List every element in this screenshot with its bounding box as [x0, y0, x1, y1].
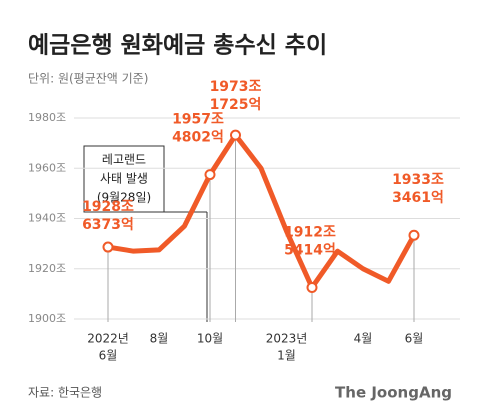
x-tick-label: 2022년 [87, 332, 129, 346]
x-tick-label: 8월 [150, 332, 169, 346]
x-tick-label: 6월 [405, 332, 424, 346]
value-label: 1725억 [210, 97, 262, 113]
point [230, 129, 241, 141]
x-tick-label: 6월 [99, 349, 118, 363]
y-tick-label: 1900조 [28, 312, 66, 325]
annotation-text: (9월28일) [97, 191, 151, 205]
annotation-box [83, 145, 165, 213]
point [408, 229, 420, 241]
y-tick-label: 1920조 [28, 262, 66, 275]
value-label: 1957조 [172, 112, 224, 128]
point [102, 241, 114, 253]
y-tick-label: 1980조 [28, 111, 66, 124]
value-label: 4802억 [172, 130, 224, 146]
value-label: 1928조 [82, 199, 134, 215]
line [105, 132, 417, 290]
chart-subtitle: 단위: 원(평균잔액 기준) [28, 72, 148, 86]
value-label: 6373억 [82, 217, 134, 233]
value-label: 1973조 [210, 79, 262, 95]
x-tick-label: 1월 [277, 349, 296, 363]
value-label: 1912조 [284, 224, 336, 240]
x-tick-label: 4월 [354, 332, 373, 346]
value-label: 5414억 [284, 242, 336, 258]
y-tick-label: 1940조 [28, 212, 66, 225]
brand: The JoongAng [335, 384, 452, 402]
chart-title: 예금은행 원화예금 총수신 추이 [28, 33, 327, 59]
source: 자료: 한국은행 [28, 385, 102, 400]
value-label: 3461억 [392, 190, 444, 206]
x-tick-label: 10월 [197, 332, 223, 346]
annotation-text: 사태 발생 [100, 172, 148, 186]
x-tick-label: 2023년 [266, 332, 308, 346]
annotation-text: 레고랜드 [102, 153, 146, 167]
value-label: 1933조 [392, 172, 444, 188]
y-tick-label: 1960조 [28, 161, 66, 174]
point [204, 169, 216, 181]
point [306, 281, 318, 293]
